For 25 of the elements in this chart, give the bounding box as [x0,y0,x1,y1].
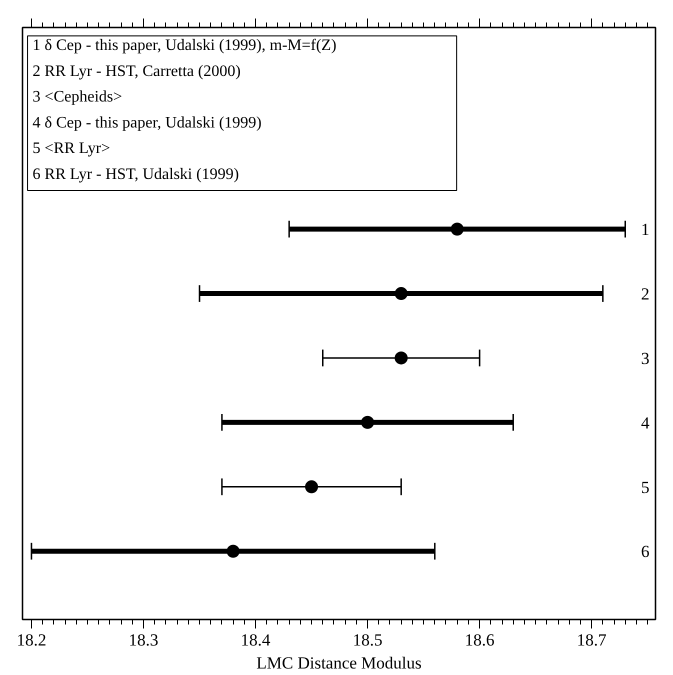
text: 2 RR Lyr - HST, Carretta (2000) [32,62,241,80]
x-tick-label: 18.2 [16,630,46,650]
x-axis-title: LMC Distance Modulus [256,654,422,672]
x-tick-label: 18.7 [576,630,608,650]
point [305,480,318,494]
point [394,287,408,300]
y-tick-label: 1 [641,220,650,240]
text: 5 <RR Lyr> [32,140,110,158]
point [450,222,464,236]
text: 4 δ Cep - this paper, Udalski (1999) [32,114,262,132]
x-tick-label: 18.5 [352,630,382,650]
text: 3 <Cepheids> [32,88,122,106]
x-tick-label: 18.4 [240,630,271,650]
point [394,351,408,364]
y-tick-label: 6 [641,542,650,562]
text: 1 δ Cep - this paper, Udalski (1999), m-M=f(Z) [32,37,336,54]
point [226,544,240,558]
y-tick-label: 5 [641,478,650,497]
y-tick-label: 4 [641,413,650,432]
y-tick-label: 2 [641,284,650,304]
x-tick-label: 18.6 [464,630,494,650]
point [361,416,374,429]
x-tick-label: 18.3 [128,630,158,650]
y-tick-label: 3 [641,348,650,368]
text: 6 RR Lyr - HST, Udalski (1999) [32,166,239,183]
